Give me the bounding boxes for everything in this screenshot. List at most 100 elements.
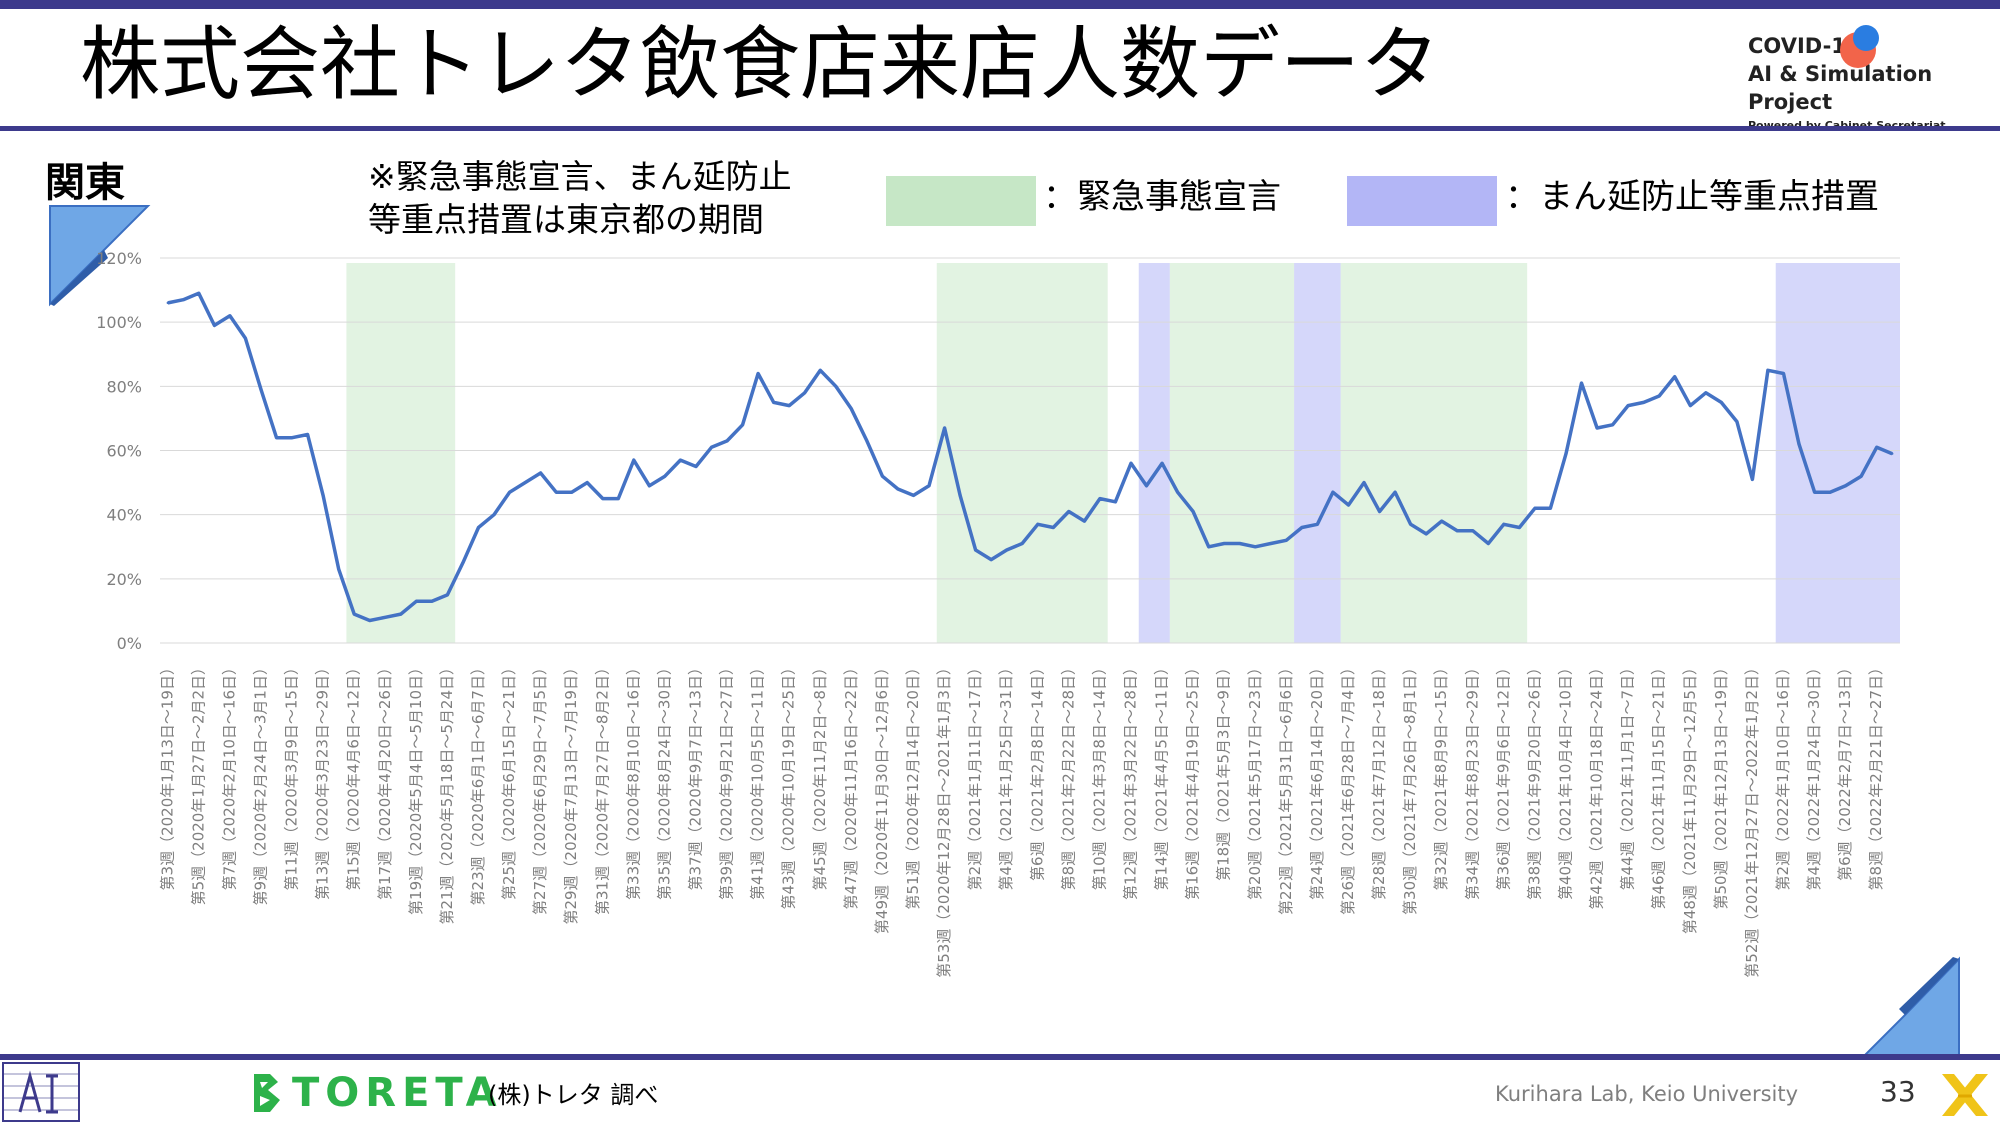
data-point [1409,523,1412,526]
x-tick-label: 第42週（2021年10月18日～24日） [1588,660,1606,910]
data-point [1766,369,1770,372]
data-point [197,292,201,295]
data-point [1642,401,1645,404]
x-tick-label: 第24週（2021年6月14日～20日） [1308,660,1326,900]
data-point [1145,484,1148,487]
x-tick-label: 第26週（2021年6月28日～7月4日） [1339,660,1357,915]
period-band-5 [1340,263,1528,643]
data-point [1393,491,1397,494]
data-point [1176,491,1179,494]
x-tick-label: 第7週（2020年2月10日～16日） [220,660,238,890]
x-tick-label: 第44週（2021年11月1日～7日） [1619,660,1637,890]
x-tick-label: 第31週（2020年7月27日～8月2日） [593,660,611,915]
data-point [803,391,806,394]
data-point [1471,529,1474,532]
data-point [1611,423,1614,427]
lab-logo-icon [2,1062,80,1122]
x-tick-label: 第36週（2021年9月6日～12日） [1494,660,1512,890]
cabinet-x-icon [1942,1074,1988,1116]
x-tick-label: 第2週（2022年1月10日～16日） [1774,660,1792,890]
data-point [1813,491,1816,494]
toreta-logo-icon [254,1074,280,1112]
data-point [694,465,698,468]
data-point [772,401,775,404]
data-point [1378,510,1381,513]
legend-priority-label: ：まん延防止等重点措置 [1505,177,1879,217]
data-point [244,337,247,340]
logo-blue-dot [1853,25,1879,51]
data-point [586,481,589,484]
data-point [725,439,729,443]
x-tick-label: 第5週（2020年1月27日～2月2日） [189,660,207,905]
toreta-brand: TORETA [292,1070,503,1116]
data-point [1689,404,1692,407]
x-tick-label: 第12週（2021年3月22日～28日） [1122,660,1140,900]
data-point [1316,523,1319,526]
data-point [881,474,884,478]
x-tick-label: 第27週（2020年6月29日～7月5日） [531,660,549,915]
x-tick-label: 第51週（2020年12月14日～20日） [904,660,922,910]
x-tick-label: 第16週（2021年4月19日～25日） [1184,660,1202,900]
y-tick-label: 120% [96,249,142,268]
data-point [710,446,713,449]
data-point [1564,452,1568,455]
data-point [989,558,993,561]
data-point [1269,542,1273,545]
x-tick-label: 第37週（2020年9月7日～13日） [687,660,705,890]
x-tick-label: 第20週（2021年5月17日～23日） [1246,660,1264,900]
data-point [1098,497,1102,500]
data-point [321,494,325,497]
period-note: ※緊急事態宣言、まん延防止 等重点措置は東京都の期間 [368,157,792,239]
data-point [1238,542,1241,545]
data-point [539,471,542,475]
y-tick-label: 80% [106,377,142,396]
corner-arrow-top-icon [49,205,151,307]
data-point [415,600,418,603]
page-title: 株式会社トレタ飲食店来店人数データ [80,18,1440,111]
data-point [1502,523,1506,526]
y-tick-label: 60% [106,442,142,461]
corner-arrow-bottom-icon [1858,956,1960,1060]
x-tick-label: 第22週（2021年5月31日～6月6日） [1277,660,1295,915]
data-point [1285,539,1288,542]
data-point [834,385,838,388]
x-tick-label: 第15週（2020年4月6日～12日） [345,660,363,890]
data-point [1720,401,1723,404]
data-point [1083,519,1086,523]
legend-emergency-swatch [886,176,1036,226]
data-point [1207,545,1210,548]
data-point [912,494,915,497]
data-point [1005,548,1008,552]
data-point [943,426,946,430]
data-point [850,407,853,410]
data-point [865,439,869,443]
visitor-chart: 0% 20% 40% 60% 80% 100% 120% 第3週（2020年1月13日～19… [96,249,1900,978]
data-point [477,526,480,529]
page-number: 33 [1880,1075,1916,1108]
data-point [1424,532,1428,536]
data-point [741,423,744,427]
data-point [1300,526,1304,529]
x-tick-label: 第13週（2020年3月23日～29日） [314,660,332,900]
data-point [213,324,216,327]
y-tick-label: 0% [117,634,142,653]
data-point [1036,523,1039,526]
x-tick-label: 第53週（2020年12月28日～2021年1月3日） [935,660,953,978]
x-tick-label: 第6週（2021年2月8日～14日） [1028,660,1046,881]
period-band-3 [1169,263,1295,643]
footer-divider [0,1054,2000,1060]
x-tick-label: 第30週（2021年7月26日～8月1日） [1401,660,1419,915]
period-band-1 [936,263,1108,643]
data-point [399,612,403,616]
data-point [368,619,371,622]
x-tick-label: 第21週（2020年5月18日～5月24日） [438,660,456,925]
data-point [570,491,573,494]
series-line [167,291,1893,623]
data-point [1021,542,1024,545]
x-tick-label: 第38週（2021年9月20日～26日） [1525,660,1543,900]
lab-credit: Kurihara Lab, Keio University [1495,1082,1799,1106]
period-band-6 [1775,263,1900,643]
source-note: (株)トレタ 調べ [488,1081,659,1109]
data-point [554,491,558,494]
x-tick-label: 第17週（2020年4月20日～26日） [376,660,394,900]
